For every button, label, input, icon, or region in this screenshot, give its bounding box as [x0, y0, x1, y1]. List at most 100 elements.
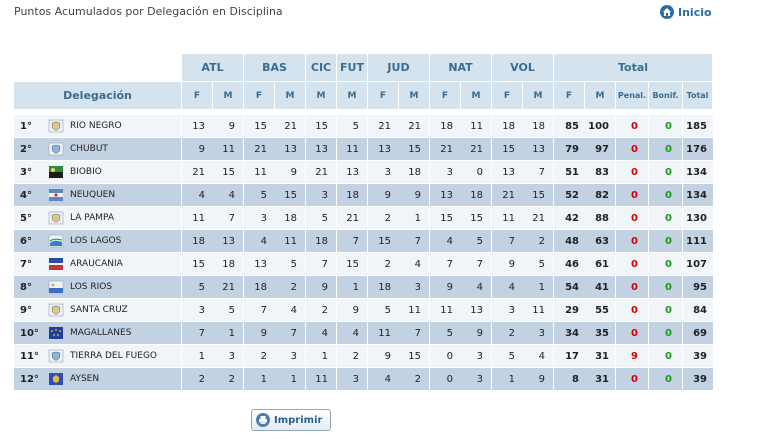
score-cell: 7 [399, 322, 430, 345]
penalty-cell: 0 [616, 230, 649, 253]
bonus-cell: 0 [649, 276, 683, 299]
flag-cell [44, 322, 68, 345]
score-cell: 1 [275, 368, 306, 391]
score-cell: 4 [368, 368, 399, 391]
score-cell: 18 [306, 230, 337, 253]
sub-header: F [492, 82, 523, 110]
score-cell: 2 [399, 368, 430, 391]
discipline-header: NAT [430, 54, 492, 82]
score-cell: 4 [492, 276, 523, 299]
score-cell: 4 [430, 230, 461, 253]
flag-cell [44, 276, 68, 299]
score-cell: 4 [337, 322, 368, 345]
penalty-cell: 0 [616, 368, 649, 391]
flag-cell [44, 138, 68, 161]
score-cell: 1 [182, 345, 213, 368]
flag-cell [44, 184, 68, 207]
bonus-cell: 0 [649, 161, 683, 184]
printer-icon [256, 413, 270, 427]
table-row: 7° ARAUCANIA 15 18 13 5 7 15 2 4 7 7 9 5 46 61 0 0 107 [14, 253, 713, 276]
score-cell: 18 [492, 115, 523, 138]
score-cell: 7 [461, 253, 492, 276]
score-cell: 1 [337, 276, 368, 299]
sub-header: M [306, 82, 337, 110]
delegation-name: LOS LAGOS [68, 230, 182, 253]
score-cell: 13 [492, 161, 523, 184]
score-cell: 4 [244, 230, 275, 253]
score-cell: 9 [213, 115, 244, 138]
score-cell: 2 [275, 276, 306, 299]
score-cell: 9 [430, 276, 461, 299]
total-m-cell: 63 [585, 230, 616, 253]
score-cell: 4 [182, 184, 213, 207]
sub-header: M [275, 82, 306, 110]
sub-header: M [399, 82, 430, 110]
grand-total-cell: 39 [683, 368, 713, 391]
score-cell: 7 [213, 207, 244, 230]
penalty-cell: 0 [616, 184, 649, 207]
sub-header: M [585, 82, 616, 110]
delegation-name: MAGALLANES [68, 322, 182, 345]
score-cell: 0 [430, 368, 461, 391]
score-cell: 21 [492, 184, 523, 207]
score-cell: 4 [275, 299, 306, 322]
score-cell: 4 [306, 322, 337, 345]
bonus-cell: 0 [649, 184, 683, 207]
score-cell: 9 [461, 322, 492, 345]
sub-header: M [337, 82, 368, 110]
score-cell: 18 [182, 230, 213, 253]
score-cell: 18 [244, 276, 275, 299]
flag-icon [48, 349, 64, 363]
score-cell: 21 [213, 276, 244, 299]
print-button[interactable]: Imprimir [251, 409, 332, 431]
score-cell: 1 [306, 345, 337, 368]
score-cell: 21 [182, 161, 213, 184]
score-cell: 1 [213, 322, 244, 345]
flag-cell [44, 299, 68, 322]
score-cell: 3 [182, 299, 213, 322]
grand-total-cell: 134 [683, 184, 713, 207]
rank-cell: 5° [14, 207, 44, 230]
score-cell: 7 [492, 230, 523, 253]
score-cell: 13 [368, 138, 399, 161]
score-cell: 18 [368, 276, 399, 299]
sub-header: F [182, 82, 213, 110]
total-f-cell: 17 [554, 345, 585, 368]
score-cell: 2 [213, 368, 244, 391]
score-cell: 11 [275, 230, 306, 253]
score-cell: 18 [461, 184, 492, 207]
sub-header: F [244, 82, 275, 110]
flag-icon [48, 372, 64, 386]
score-cell: 3 [461, 368, 492, 391]
delegation-name: LA PAMPA [68, 207, 182, 230]
score-cell: 2 [492, 322, 523, 345]
rank-cell: 12° [14, 368, 44, 391]
total-m-cell: 31 [585, 345, 616, 368]
score-cell: 18 [213, 253, 244, 276]
delegation-name: BIOBIO [68, 161, 182, 184]
score-cell: 3 [275, 345, 306, 368]
score-cell: 15 [492, 138, 523, 161]
score-cell: 18 [523, 115, 554, 138]
sub-header: M [213, 82, 244, 110]
delegation-name: NEUQUEN [68, 184, 182, 207]
bonus-cell: 0 [649, 230, 683, 253]
table-row: 3° BIOBIO 21 15 11 9 21 13 3 18 3 0 13 7 51 83 0 0 134 [14, 161, 713, 184]
table-row: 5° LA PAMPA 11 7 3 18 5 21 2 1 15 15 11 21 42 88 0 0 130 [14, 207, 713, 230]
home-link[interactable]: Inicio [660, 5, 712, 19]
flag-icon [48, 280, 64, 294]
standings-body: 1° RIO NEGRO 13 9 15 21 15 5 21 21 18 11 18 18 85 100 0 0… [14, 115, 713, 391]
total-m-cell: 41 [585, 276, 616, 299]
score-cell: 7 [306, 253, 337, 276]
total-f-cell: 42 [554, 207, 585, 230]
score-cell: 4 [523, 345, 554, 368]
grand-total-cell: 130 [683, 207, 713, 230]
total-m-cell: 97 [585, 138, 616, 161]
total-f-cell: 34 [554, 322, 585, 345]
delegation-name: SANTA CRUZ [68, 299, 182, 322]
rank-cell: 11° [14, 345, 44, 368]
table-row: 6° LOS LAGOS 18 13 4 11 18 7 15 7 4 5 7 2 48 63 0 0 111 [14, 230, 713, 253]
total-m-cell: 88 [585, 207, 616, 230]
score-cell: 7 [399, 230, 430, 253]
flag-icon [48, 119, 64, 133]
